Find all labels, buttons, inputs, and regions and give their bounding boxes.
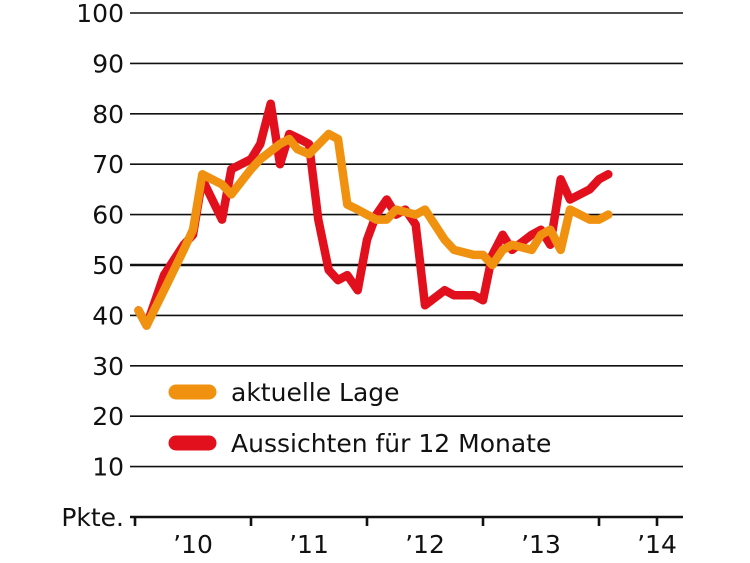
y-tick-label-20: 20 <box>92 402 124 431</box>
x-ticks: ’10 ’11 ’12 ’13 ’14 <box>133 517 677 559</box>
y-tick-label-40: 40 <box>92 301 124 330</box>
series-line-1 <box>134 99 613 330</box>
legend: aktuelle Lage Aussichten für 12 Monate <box>168 378 551 458</box>
x-tick-label-0: ’10 <box>173 530 213 559</box>
x-tick-label-1: ’11 <box>289 530 329 559</box>
series-line-0 <box>134 129 613 330</box>
y-tick-label-50: 50 <box>92 251 124 280</box>
series-lines <box>134 99 613 330</box>
y-tick-label-90: 90 <box>92 49 124 78</box>
legend-label-aktuelle-lage: aktuelle Lage <box>231 378 400 407</box>
x-tick-label-2: ’12 <box>405 530 445 559</box>
y-tick-label-80: 80 <box>92 100 124 129</box>
x-tick-label-4: ’14 <box>637 530 677 559</box>
grid-lines <box>130 12 683 468</box>
y-tick-label-70: 70 <box>92 150 124 179</box>
y-tick-label-60: 60 <box>92 201 124 230</box>
y-axis-unit-label: Pkte. <box>61 503 124 532</box>
y-tick-label-30: 30 <box>92 352 124 381</box>
x-tick-label-3: ’13 <box>521 530 561 559</box>
y-tick-label-10: 10 <box>92 453 124 482</box>
y-tick-label-100: 100 <box>76 0 124 28</box>
legend-label-aussichten: Aussichten für 12 Monate <box>231 429 551 458</box>
y-tick-labels: 10 20 30 40 50 60 70 80 90 100 <box>76 0 124 482</box>
